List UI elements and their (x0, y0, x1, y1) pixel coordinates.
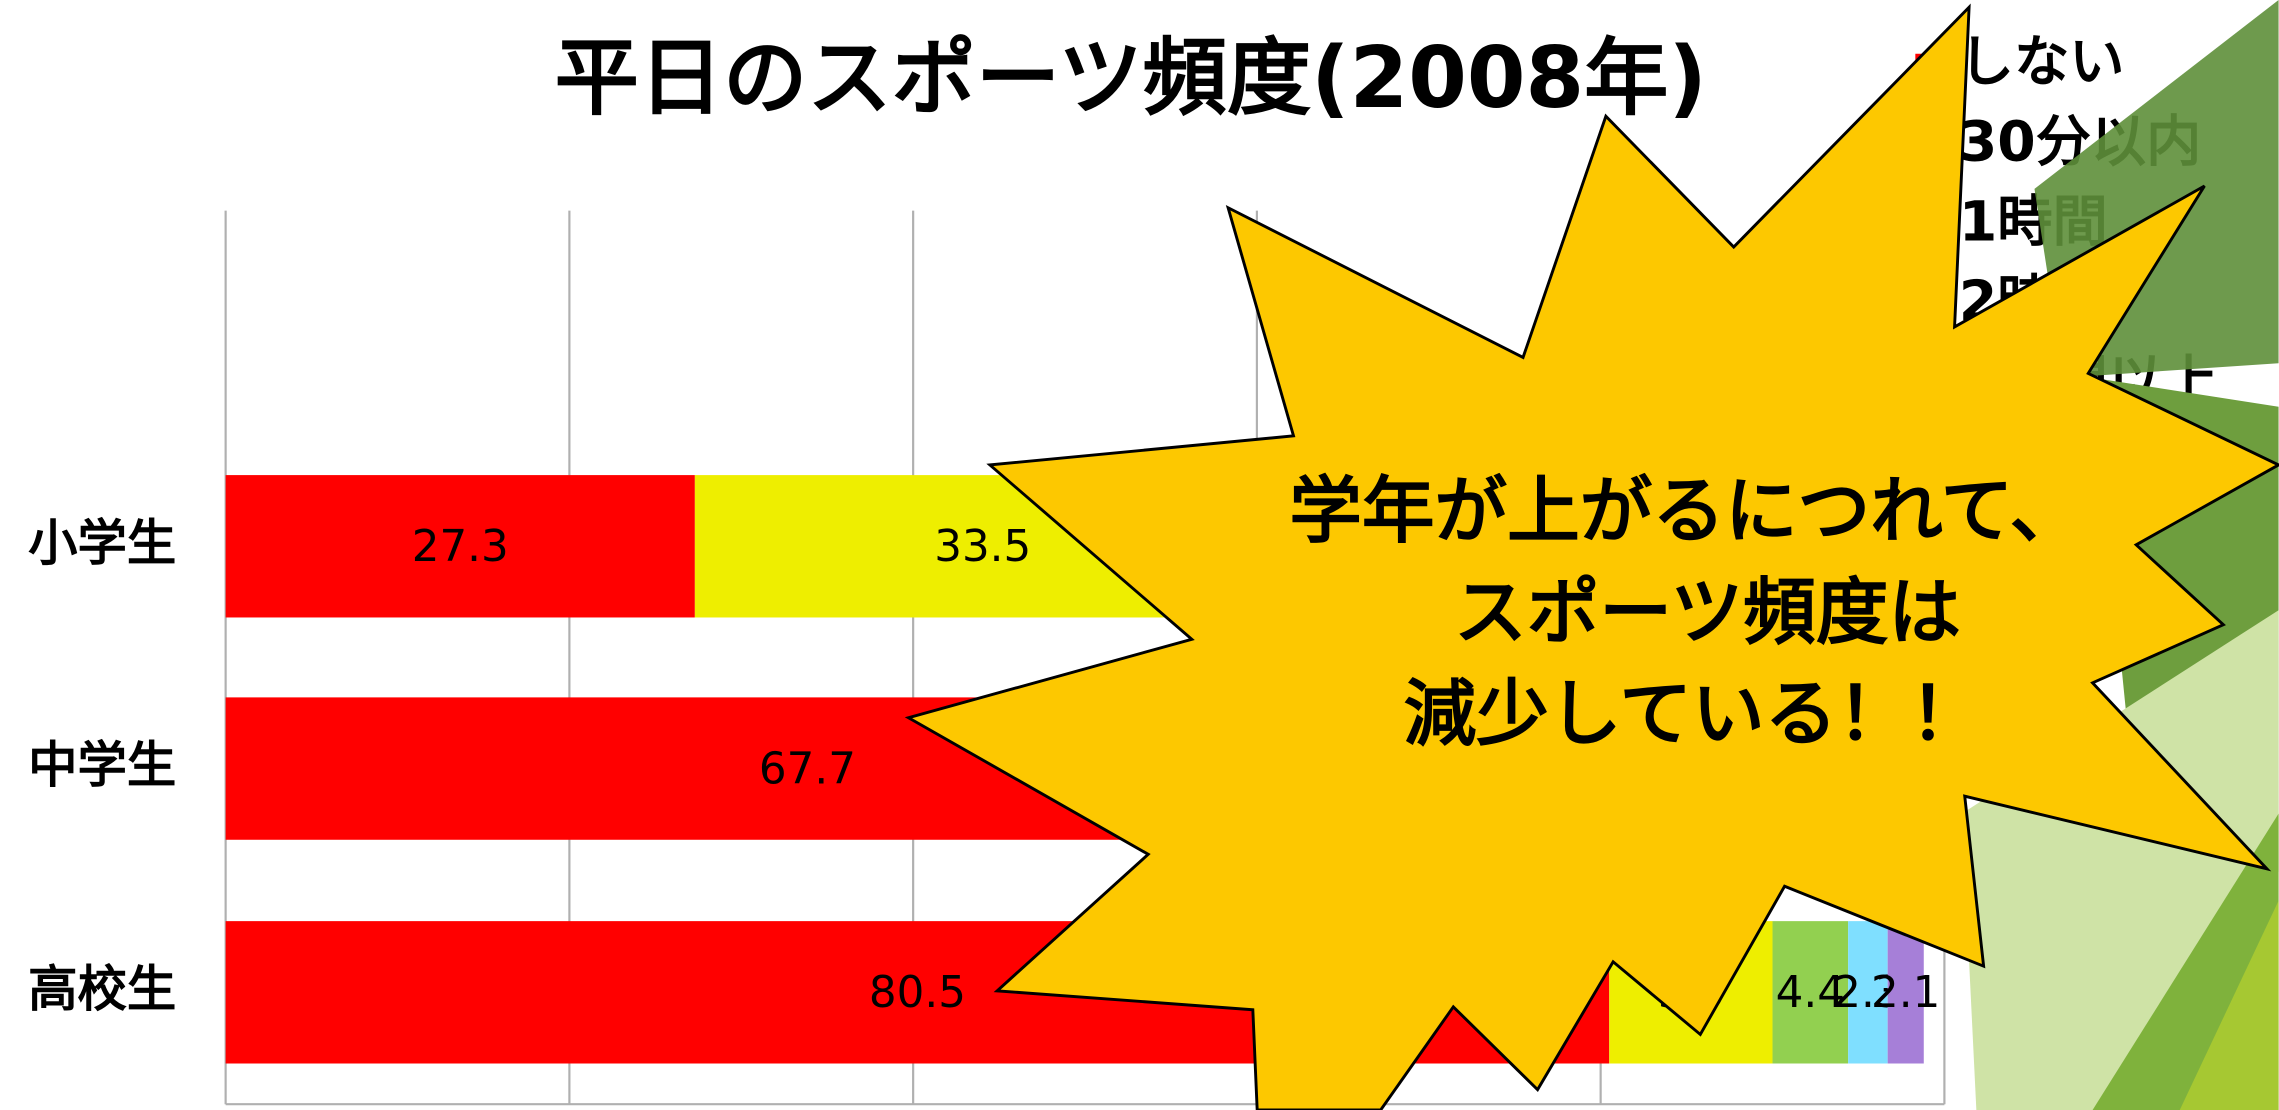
slide: 平日のスポーツ頻度(2008年) 小学生27.333.52495中学生67.71… (0, 0, 2279, 1110)
y-tick-label: 高校生 (28, 960, 176, 1018)
y-tick-label: 小学生 (28, 514, 176, 572)
y-tick-label: 中学生 (28, 736, 176, 794)
data-label: 33.5 (934, 522, 1031, 572)
data-label: 2.1 (1871, 968, 1940, 1018)
annotation-line: スポーツ頻度は (1454, 571, 1961, 655)
data-label: 27.3 (412, 522, 509, 572)
data-label: 67.7 (759, 744, 856, 794)
page: {"chart_data": {"type": "bar", "stacked"… (0, 0, 2279, 1110)
annotation-line: 減少している！！ (1404, 673, 1983, 757)
legend-label: しない (1959, 31, 2125, 95)
annotation-line: 学年が上がるにつれて、 (1289, 470, 2082, 554)
chart-title: 平日のスポーツ頻度(2008年) (555, 29, 1707, 127)
data-label: 80.5 (869, 968, 966, 1018)
